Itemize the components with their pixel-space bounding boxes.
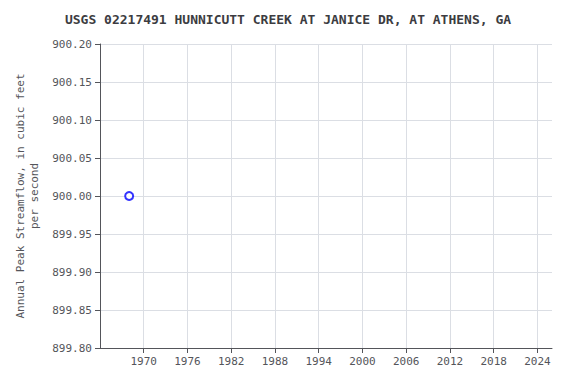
svg-text:899.90: 899.90 xyxy=(52,266,92,279)
svg-text:899.95: 899.95 xyxy=(52,228,92,241)
svg-text:2000: 2000 xyxy=(349,355,376,368)
svg-text:899.80: 899.80 xyxy=(52,342,92,355)
svg-text:2006: 2006 xyxy=(393,355,420,368)
svg-text:900.05: 900.05 xyxy=(52,152,92,165)
svg-text:Annual Peak Streamflow, in cub: Annual Peak Streamflow, in cubic feet xyxy=(14,73,27,318)
svg-text:USGS 02217491 HUNNICUTT CREEK: USGS 02217491 HUNNICUTT CREEK AT JANICE … xyxy=(65,12,511,27)
svg-text:1982: 1982 xyxy=(218,355,245,368)
svg-text:1994: 1994 xyxy=(305,355,332,368)
svg-text:900.00: 900.00 xyxy=(52,190,92,203)
svg-text:per second: per second xyxy=(28,163,41,229)
svg-text:1976: 1976 xyxy=(174,355,201,368)
svg-text:900.10: 900.10 xyxy=(52,114,92,127)
svg-text:2024: 2024 xyxy=(524,355,551,368)
svg-text:2012: 2012 xyxy=(437,355,464,368)
svg-text:900.20: 900.20 xyxy=(52,38,92,51)
svg-text:900.15: 900.15 xyxy=(52,76,92,89)
svg-text:899.85: 899.85 xyxy=(52,304,92,317)
svg-text:1988: 1988 xyxy=(262,355,289,368)
svg-text:1970: 1970 xyxy=(130,355,157,368)
svg-text:2018: 2018 xyxy=(480,355,507,368)
